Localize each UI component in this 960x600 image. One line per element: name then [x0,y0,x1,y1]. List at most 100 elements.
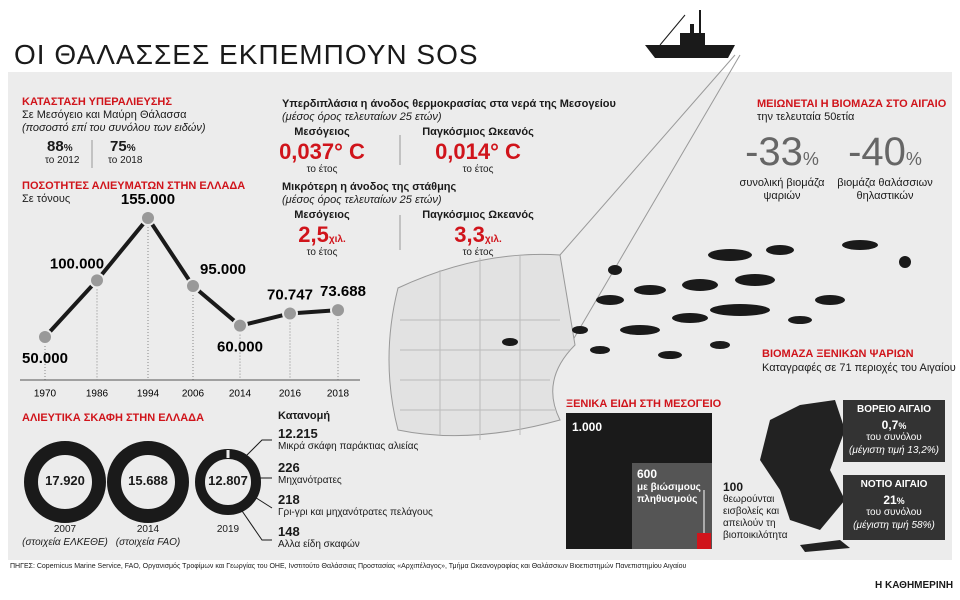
point [232,317,248,334]
stat-unit: χιλ. [484,234,502,245]
region-note: (μέγιστη τιμή 58%) [853,520,935,531]
point [89,272,105,289]
point [37,329,53,345]
stat-label: το 2012 [45,155,80,166]
region-value: 0,7 [881,418,899,432]
breakdown-value: 218 [278,492,300,507]
stat-label: συνολική βιομάζα ψαριών [739,177,825,203]
stat-value: -33 [745,130,803,174]
breakdown-label: Αλλα είδη σκαφών [278,539,360,550]
ring-note: (στοιχεία FAO) [115,537,181,548]
region-box [843,475,945,540]
region-stat: 21% [883,493,904,507]
value-label: 155.000 [121,191,175,208]
stat-label: Μεσόγειος [294,209,350,221]
stat-unit: % [126,143,136,154]
stat-value: -40 [848,130,906,174]
region-name: ΒΟΡΕΙΟ ΑΙΓΑΙΟ [856,404,932,415]
value-label: 100.000 [50,255,104,272]
x-tick-label: 2016 [279,389,302,400]
section-heading: ΑΛΙΕΥΤΙΚΑ ΣΚΑΦΗ ΣΤΗΝ ΕΛΛΑΔΑ [22,412,205,424]
section-heading: ΜΕΙΩΝΕΤΑΙ Η ΒΙΟΜΑΖΑ ΣΤΟ ΑΙΓΑΙΟ [757,98,947,110]
x-tick-label: 2018 [327,389,350,400]
breakdown-label: Μικρά σκάφη παράκτιας αλιείας [278,441,419,452]
stat-value: 2,5 [298,222,329,247]
region-stat: 0,7% [882,418,907,432]
ring-year: 2007 [53,524,77,535]
alien-invasive-square [697,533,711,549]
value-label: 70.747 [267,286,313,303]
region-name: ΝΟΤΙΟ ΑΙΓΑΙΟ [860,479,928,490]
note: (μέσος όρος τελευταίων 25 ετών) [282,194,442,206]
stat-period: το έτος [462,247,494,258]
stat-period: το έτος [306,164,338,175]
x-tick-label: 2014 [229,389,252,400]
point [330,302,346,319]
x-tick-label: 1970 [34,389,57,400]
stat-value: 0,037° C [279,139,365,164]
breakdown-connectors [239,439,273,541]
page-title: ΟΙ ΘΑΛΑΣΣΕΣ ΕΚΠΕΜΠΟΥΝ SOS [14,39,479,70]
stat-value: 75 [110,138,127,155]
stat-period: το έτος [306,247,338,258]
region-note: (μέγιστη τιμή 13,2%) [849,445,939,456]
breakdown-heading: Κατανομή [278,410,331,422]
stat-unit: % [802,149,819,169]
stat: 0,014° C [435,139,521,165]
ring-value: 12.807 [208,473,248,488]
stat-value: 88 [47,138,64,155]
point [140,210,156,226]
ring-value: 15.688 [128,473,168,488]
subtitle: την τελευταία 50ετία [757,111,855,123]
ship [645,10,735,58]
stat-unit: % [905,149,922,169]
stat-label: βιομάζα θαλάσσιων θηλαστικών [837,177,933,203]
x-tick-label: 2006 [182,389,205,400]
section-heading: ΒΙΟΜΑΖΑ ΞΕΝΙΚΩΝ ΨΑΡΙΩΝ [762,348,914,360]
value-label: 73.688 [320,283,366,300]
net [388,54,741,440]
stat-label: Μεσόγειος [294,126,350,138]
stat-unit: % [63,143,73,154]
section-heading: ΚΑΤΑΣΤΑΣΗ ΥΠΕΡΑΛΙΕΥΣΗΣ [22,96,172,108]
ring-value: 17.920 [45,473,85,488]
subtitle: Σε Μεσόγειο και Μαύρη Θάλασσα [22,109,187,121]
stat: 3,3χιλ. [454,222,501,248]
publisher: Η ΚΑΘΗΜΕΡΙΝΗ [875,580,954,591]
value-label: 60.000 [217,339,263,356]
stat-label: Παγκόσμιος Ωκεανός [422,209,534,221]
breakdown-label: Γρι-γρι και μηχανότρατες πελάγους [278,507,433,518]
point [185,278,201,294]
alien-invasive: 100 [723,480,744,494]
breakdown-label: Μηχανότρατες [278,475,342,486]
stat: 88% [47,138,73,156]
catch-chart: 50.000 1970 100.000 1986 155.000 1994 95.000 20… [20,191,366,400]
region-label: του συνόλου [866,432,922,443]
x-tick-label: 1994 [137,389,160,400]
region-value: 21 [883,493,897,507]
sources: ΠΗΓΕΣ: Copernicus Marine Service, FAO, Ο… [10,563,687,570]
stat-value: 3,3 [454,222,485,247]
alien-sustainable-label: με βιώσιμους πληθυσμούς [637,482,701,505]
region-unit: % [896,496,905,506]
section-heading: Υπερδιπλάσια η άνοδος θερμοκρασίας στα ν… [282,98,616,110]
section-heading: Μικρότερη η άνοδος της στάθμης [282,181,457,193]
stat: 0,037° C [279,139,365,165]
greece-map [760,400,850,552]
point [282,305,298,322]
alien-sustainable: 600 [637,467,658,481]
stat-label: Παγκόσμιος Ωκεανός [422,126,534,138]
section-heading: ΞΕΝΙΚΑ ΕΙΔΗ ΣΤΗ ΜΕΣΟΓΕΙΟ [566,398,722,410]
breakdown-value: 226 [278,460,300,475]
note: (μέσος όρος τελευταίων 25 ετών) [282,111,442,123]
breakdown-value: 148 [278,524,300,539]
chart-subtitle: Σε τόνους [22,193,71,205]
x-tick-label: 1986 [86,389,109,400]
stat: -40% [848,128,922,176]
region-box [843,400,945,462]
stat-unit: χιλ. [328,234,346,245]
region-label: του συνόλου [866,507,922,518]
stat: 2,5χιλ. [298,222,345,248]
stat-period: το έτος [462,164,494,175]
